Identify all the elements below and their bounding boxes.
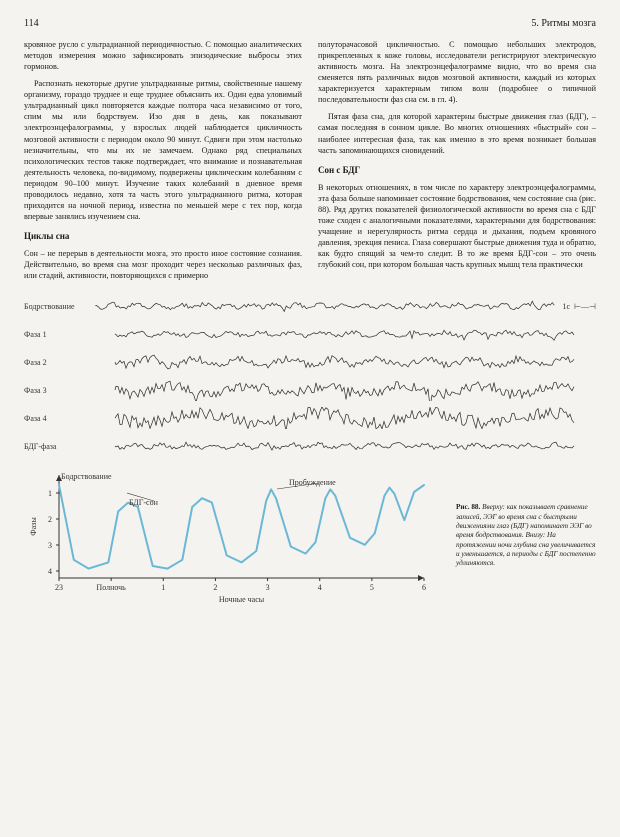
paragraph: Распознать некоторые другие ультрадианны… xyxy=(24,78,302,222)
eeg-row: Бодрствование 1с ⊢—⊣ xyxy=(24,295,596,317)
eeg-row: Фаза 3 xyxy=(24,379,596,401)
svg-text:1: 1 xyxy=(48,489,52,498)
paragraph: В некоторых отношениях, в том числе по х… xyxy=(318,182,596,271)
column-right: полуторачасовой цикличностью. С помощью … xyxy=(318,39,596,287)
svg-text:3: 3 xyxy=(48,541,52,550)
svg-text:Бодрствование: Бодрствование xyxy=(61,472,112,481)
figure-caption: Рис. 88. Вверху: как показывает сравнени… xyxy=(446,463,596,603)
page-number: 114 xyxy=(24,18,39,29)
eeg-label: Бодрствование xyxy=(24,302,94,311)
paragraph: кровяное русло с ультрадианной периодичн… xyxy=(24,39,302,72)
eeg-label: Фаза 2 xyxy=(24,358,94,367)
eeg-wave xyxy=(94,323,596,345)
svg-text:Фазы: Фазы xyxy=(29,517,38,536)
eeg-wave xyxy=(94,407,596,429)
svg-text:2: 2 xyxy=(48,515,52,524)
sleep-chart: 123423Полночь123456ФазыНочные часыБодрст… xyxy=(24,463,446,603)
svg-text:23: 23 xyxy=(55,583,63,592)
svg-text:4: 4 xyxy=(48,567,52,576)
section-heading: Циклы сна xyxy=(24,230,302,242)
svg-text:Пробуждение: Пробуждение xyxy=(289,478,336,487)
svg-text:Ночные часы: Ночные часы xyxy=(219,595,265,603)
eeg-wave xyxy=(94,379,596,401)
eeg-row: БДГ-фаза xyxy=(24,435,596,457)
column-left: кровяное русло с ультрадианной периодичн… xyxy=(24,39,302,287)
eeg-label: Фаза 1 xyxy=(24,330,94,339)
eeg-label: Фаза 3 xyxy=(24,386,94,395)
paragraph: полуторачасовой цикличностью. С помощью … xyxy=(318,39,596,105)
section-heading: Сон с БДГ xyxy=(318,164,596,176)
svg-text:3: 3 xyxy=(266,583,270,592)
svg-text:2: 2 xyxy=(213,583,217,592)
eeg-row: Фаза 2 xyxy=(24,351,596,373)
eeg-label: Фаза 4 xyxy=(24,414,94,423)
svg-text:6: 6 xyxy=(422,583,426,592)
eeg-scale-label: 1с ⊢—⊣ xyxy=(563,302,597,311)
svg-text:БДГ-сон: БДГ-сон xyxy=(129,498,159,507)
eeg-label: БДГ-фаза xyxy=(24,442,94,451)
svg-text:Полночь: Полночь xyxy=(96,583,126,592)
eeg-wave xyxy=(94,435,596,457)
eeg-row: Фаза 4 xyxy=(24,407,596,429)
eeg-row: Фаза 1 xyxy=(24,323,596,345)
svg-text:1: 1 xyxy=(161,583,165,592)
svg-text:4: 4 xyxy=(318,583,322,592)
chapter-header: 5. Ритмы мозга xyxy=(531,18,596,29)
paragraph: Пятая фаза сна, для которой характерны б… xyxy=(318,111,596,155)
svg-text:5: 5 xyxy=(370,583,374,592)
eeg-wave xyxy=(94,295,557,317)
paragraph: Сон – не перерыв в деятельности мозга, э… xyxy=(24,248,302,281)
eeg-wave xyxy=(94,351,596,373)
eeg-traces: Бодрствование 1с ⊢—⊣ Фаза 1 Фаза 2 Фаза 3 Фаз… xyxy=(24,295,596,457)
